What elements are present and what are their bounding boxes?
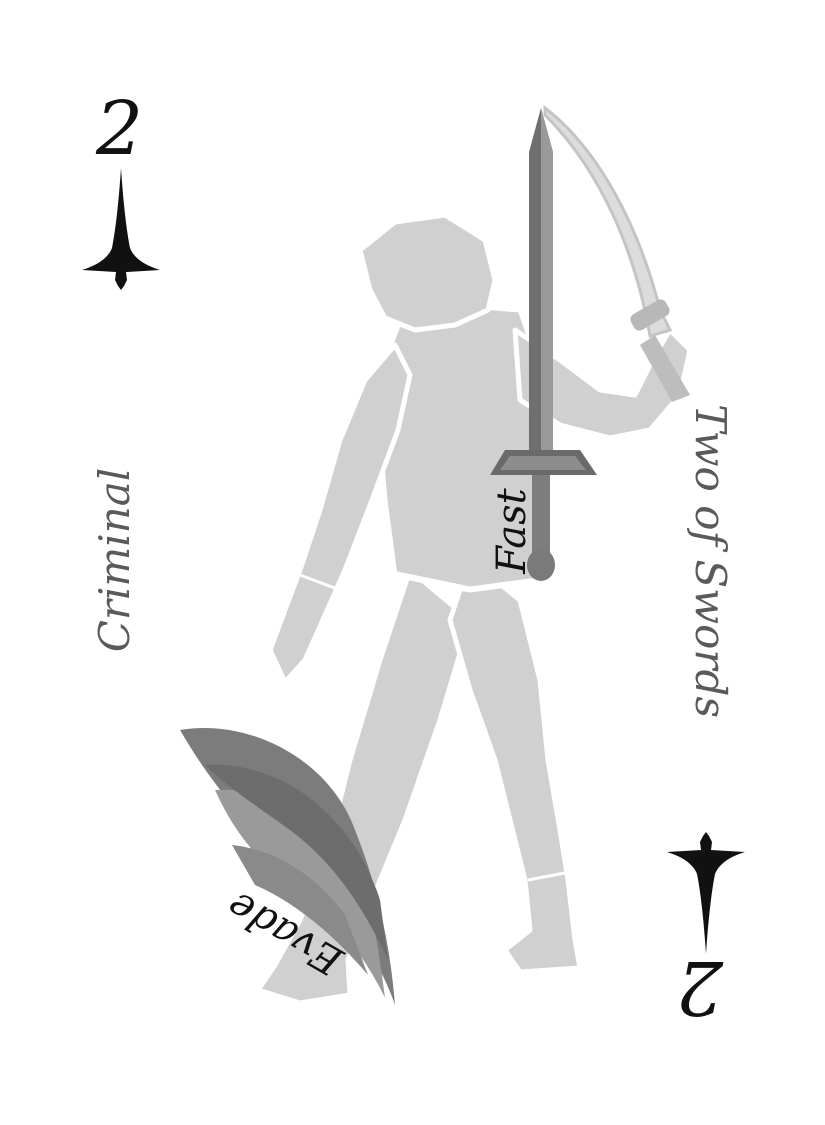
rank-top: 2 <box>96 86 144 172</box>
criminal-label: Criminal <box>90 467 139 653</box>
card-suit-name: Two of Swords <box>686 404 735 718</box>
fast-label: Fast <box>489 488 535 574</box>
sword-suit-icon <box>82 168 160 290</box>
sword-icon <box>490 108 597 581</box>
sword-suit-icon <box>667 832 745 954</box>
rank-bottom: 2 <box>676 944 724 1030</box>
curved-sword-illustration <box>543 104 690 402</box>
wing-icon <box>180 727 395 1005</box>
